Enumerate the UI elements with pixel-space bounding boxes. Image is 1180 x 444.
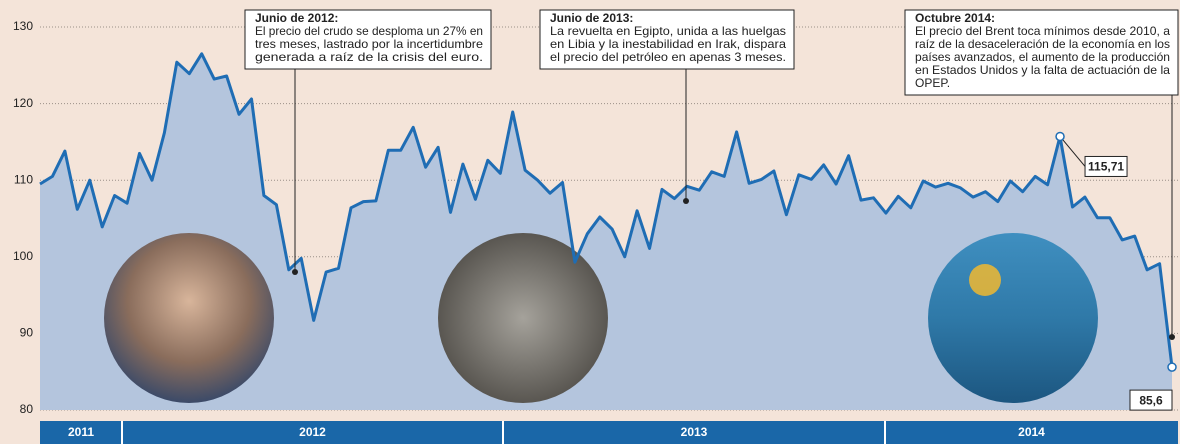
annotation-text: generada a raíz de la crisis del euro. <box>255 50 483 64</box>
annotation-title: Junio de 2012: <box>255 11 338 25</box>
annotation-text: tres meses, lastrado por la incertidumbr… <box>255 37 483 51</box>
annotation-dot <box>292 269 298 275</box>
y-tick-label: 130 <box>13 19 33 33</box>
point-marker <box>1056 132 1064 140</box>
photo-detail <box>969 264 1001 296</box>
chart: 80 90 100 110 120 130 115,71 85,6 2011 2012 2013… <box>0 0 1180 444</box>
annotation-text: OPEP. <box>915 76 950 90</box>
annotation-text: La revuelta en Egipto, unida a las huelg… <box>550 24 786 38</box>
annotation-text: en Estados Unidos y la falta de actuació… <box>915 63 1170 77</box>
y-tick-label: 80 <box>20 402 34 416</box>
annotation-dot <box>1169 334 1175 340</box>
x-band-label: 2012 <box>299 425 326 439</box>
y-tick-label: 110 <box>14 172 33 186</box>
x-band-label: 2014 <box>1018 425 1045 439</box>
y-tick-label: 90 <box>20 326 34 340</box>
annotation-text: El precio del crudo se desploma un 27% e… <box>255 24 483 38</box>
annotation-text: raíz de la desaceleración de la economía… <box>915 37 1170 51</box>
annotation-title: Junio de 2013: <box>550 11 633 25</box>
annotation-title: Octubre 2014: <box>915 11 995 25</box>
value-label: 85,6 <box>1139 393 1163 407</box>
point-marker <box>1168 363 1176 371</box>
annotation-text: el precio del petróleo en apenas 3 meses… <box>550 50 786 64</box>
annotation-text: El precio del Brent toca mínimos desde 2… <box>915 24 1170 38</box>
annotation-text: en Libia y la inestabilidad en Irak, dis… <box>550 37 786 51</box>
annotation-dot <box>683 198 689 204</box>
x-axis-band <box>40 421 1178 444</box>
y-tick-label: 120 <box>13 96 33 110</box>
x-band-label: 2013 <box>681 425 708 439</box>
value-label: 115,71 <box>1088 160 1124 174</box>
photo <box>438 233 608 403</box>
photo <box>104 233 274 403</box>
x-band-label: 2011 <box>68 425 94 439</box>
photo <box>928 233 1098 403</box>
annotation-text: países avanzados, el aumento de la produ… <box>915 50 1170 64</box>
y-tick-label: 100 <box>13 249 33 263</box>
